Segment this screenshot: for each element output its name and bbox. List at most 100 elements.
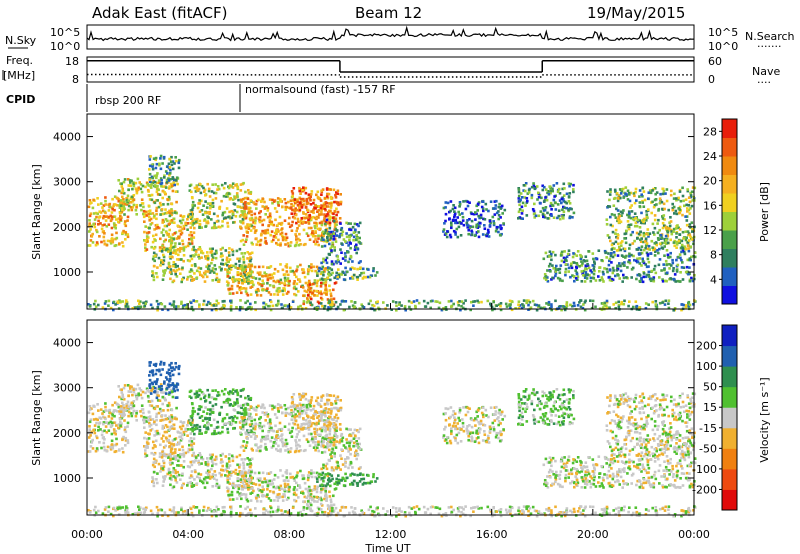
scatter-cell xyxy=(479,222,482,225)
scatter-cell xyxy=(254,229,257,233)
scatter-cell xyxy=(110,211,114,214)
scatter-cell xyxy=(171,382,175,385)
scatter-cell xyxy=(616,234,620,237)
scatter-cell xyxy=(87,303,90,306)
scatter-cell xyxy=(268,212,272,215)
scatter-cell xyxy=(334,240,338,243)
scatter-cell xyxy=(638,201,642,204)
scatter-cell xyxy=(123,428,127,432)
scatter-cell xyxy=(134,208,138,212)
scatter-cell xyxy=(494,229,498,233)
scatter-cell xyxy=(320,271,324,274)
scatter-cell xyxy=(306,234,310,238)
scatter-cell xyxy=(647,244,651,248)
scatter-cell xyxy=(689,226,692,229)
scatter-cell xyxy=(187,421,190,424)
scatter-cell xyxy=(447,300,451,303)
scatter-cell xyxy=(123,426,127,429)
scatter-cell xyxy=(586,273,589,276)
scatter-cell xyxy=(182,254,186,257)
scatter-cell xyxy=(160,208,164,211)
scatter-cell xyxy=(268,404,272,407)
scatter-cell xyxy=(316,294,319,297)
scatter-cell xyxy=(157,432,161,436)
scatter-cell xyxy=(573,304,576,308)
scatter-cell xyxy=(145,214,149,217)
scatter-cell xyxy=(114,303,117,306)
scatter-cell xyxy=(642,248,646,252)
scatter-cell xyxy=(233,209,237,212)
scatter-cell xyxy=(584,255,588,258)
scatter-cell xyxy=(266,437,270,441)
scatter-cell xyxy=(154,156,158,160)
scatter-cell xyxy=(113,401,117,404)
scatter-cell xyxy=(403,305,407,308)
scatter-cell xyxy=(122,205,126,208)
scatter-cell xyxy=(283,442,287,445)
scatter-cell xyxy=(633,239,636,243)
scatter-cell xyxy=(620,214,623,217)
scatter-cell xyxy=(322,273,325,277)
scatter-cell xyxy=(359,260,362,263)
scatter-cell xyxy=(669,193,673,197)
scatter-cell xyxy=(285,411,289,415)
scatter-cell xyxy=(229,264,233,267)
scatter-cell xyxy=(115,231,118,235)
scatter-cell xyxy=(497,230,500,234)
scatter-cell xyxy=(108,411,112,415)
scatter-cell xyxy=(436,300,439,303)
scatter-cell xyxy=(88,304,92,308)
scatter-cell xyxy=(340,226,344,230)
scatter-cell xyxy=(582,259,586,262)
scatter-cell xyxy=(165,387,169,390)
scatter-cell xyxy=(174,250,178,254)
scatter-cell xyxy=(171,395,175,399)
scatter-cell xyxy=(652,268,656,271)
scatter-cell xyxy=(188,270,192,274)
scatter-cell xyxy=(289,306,293,309)
scatter-cell xyxy=(453,214,457,217)
scatter-cell xyxy=(270,230,274,233)
scatter-cell xyxy=(278,286,281,290)
scatter-cell xyxy=(160,247,164,251)
scatter-cell xyxy=(148,432,151,436)
scatter-cell xyxy=(221,220,224,223)
scatter-cell xyxy=(553,201,557,204)
scatter-cell xyxy=(257,281,260,285)
scatter-cell xyxy=(668,221,671,224)
scatter-cell xyxy=(277,302,280,306)
scatter-cell xyxy=(257,217,261,220)
scatter-cell xyxy=(243,274,247,277)
scatter-cell xyxy=(250,423,254,426)
scatter-cell xyxy=(110,237,114,240)
scatter-cell xyxy=(197,202,200,205)
scatter-cell xyxy=(609,188,612,191)
scatter-cell xyxy=(168,380,171,383)
scatter-cell xyxy=(152,251,156,255)
scatter-cell xyxy=(680,258,683,262)
scatter-cell xyxy=(130,385,133,389)
scatter-cell xyxy=(153,434,156,437)
scatter-cell xyxy=(167,401,171,405)
scatter-cell xyxy=(310,269,314,273)
scatter-cell xyxy=(629,216,633,220)
scatter-cell xyxy=(281,205,284,208)
scatter-cell xyxy=(329,303,332,307)
scatter-cell xyxy=(172,387,175,390)
scatter-cell xyxy=(232,427,235,430)
scatter-cell xyxy=(318,197,322,201)
scatter-cell xyxy=(190,448,194,451)
scatter-cell xyxy=(297,443,300,447)
scatter-cell xyxy=(324,220,328,224)
scatter-cell xyxy=(322,268,326,271)
scatter-cell xyxy=(328,232,332,235)
scatter-cell xyxy=(603,304,606,307)
scatter-cell xyxy=(126,425,129,428)
scatter-cell xyxy=(139,389,143,392)
scatter-cell xyxy=(154,439,158,443)
scatter-cell xyxy=(102,216,105,220)
scatter-cell xyxy=(295,268,299,271)
scatter-cell xyxy=(609,223,613,227)
scatter-cell xyxy=(251,449,254,452)
scatter-cell xyxy=(266,228,270,232)
